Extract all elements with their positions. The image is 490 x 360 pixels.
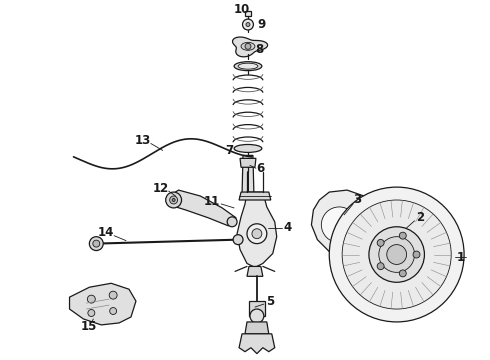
Circle shape [337,198,420,281]
Polygon shape [70,283,136,325]
Polygon shape [171,190,236,226]
Polygon shape [249,301,265,316]
Circle shape [93,240,100,247]
Text: 12: 12 [152,181,169,195]
Circle shape [399,232,406,239]
Polygon shape [240,158,256,167]
Polygon shape [233,37,268,57]
Text: 8: 8 [256,43,264,56]
Ellipse shape [241,42,255,50]
Circle shape [89,237,103,251]
Polygon shape [242,156,254,195]
Circle shape [227,217,237,227]
Circle shape [172,198,175,202]
Circle shape [370,219,376,225]
Circle shape [110,307,117,315]
Circle shape [233,235,243,244]
Text: 6: 6 [257,162,265,175]
Circle shape [349,210,409,269]
Text: 10: 10 [234,3,250,16]
Circle shape [391,226,397,231]
Circle shape [245,43,251,49]
Polygon shape [245,322,269,334]
Text: 1: 1 [457,251,465,264]
Circle shape [399,270,406,277]
Text: 11: 11 [204,195,220,208]
Circle shape [370,255,376,261]
Circle shape [250,309,264,323]
Polygon shape [247,266,263,276]
Polygon shape [239,192,271,200]
Text: 9: 9 [258,18,266,31]
Circle shape [243,19,253,30]
Polygon shape [245,11,251,16]
Ellipse shape [234,144,262,152]
Circle shape [321,207,357,243]
Circle shape [377,239,384,246]
Polygon shape [239,334,275,354]
Text: 4: 4 [284,221,292,234]
Ellipse shape [238,63,258,69]
Text: 3: 3 [353,193,361,207]
Circle shape [166,192,182,208]
Circle shape [357,237,363,243]
Circle shape [371,232,387,248]
Circle shape [170,196,177,204]
Circle shape [246,23,250,27]
Text: 14: 14 [98,226,114,239]
Circle shape [379,237,415,273]
Text: 7: 7 [225,144,233,157]
Circle shape [342,200,451,309]
Text: 5: 5 [266,294,274,307]
Text: 15: 15 [81,320,98,333]
Polygon shape [312,190,371,253]
Circle shape [391,248,397,254]
Polygon shape [237,192,277,267]
Circle shape [363,224,394,256]
Ellipse shape [234,62,262,71]
Circle shape [247,224,267,244]
Circle shape [109,291,117,299]
Circle shape [88,310,95,316]
Circle shape [87,295,96,303]
Circle shape [387,244,407,265]
Circle shape [377,263,384,270]
Text: 13: 13 [135,134,151,147]
Circle shape [329,187,464,322]
Text: 2: 2 [416,211,424,224]
Circle shape [252,229,262,239]
Circle shape [413,251,420,258]
Circle shape [369,227,424,282]
